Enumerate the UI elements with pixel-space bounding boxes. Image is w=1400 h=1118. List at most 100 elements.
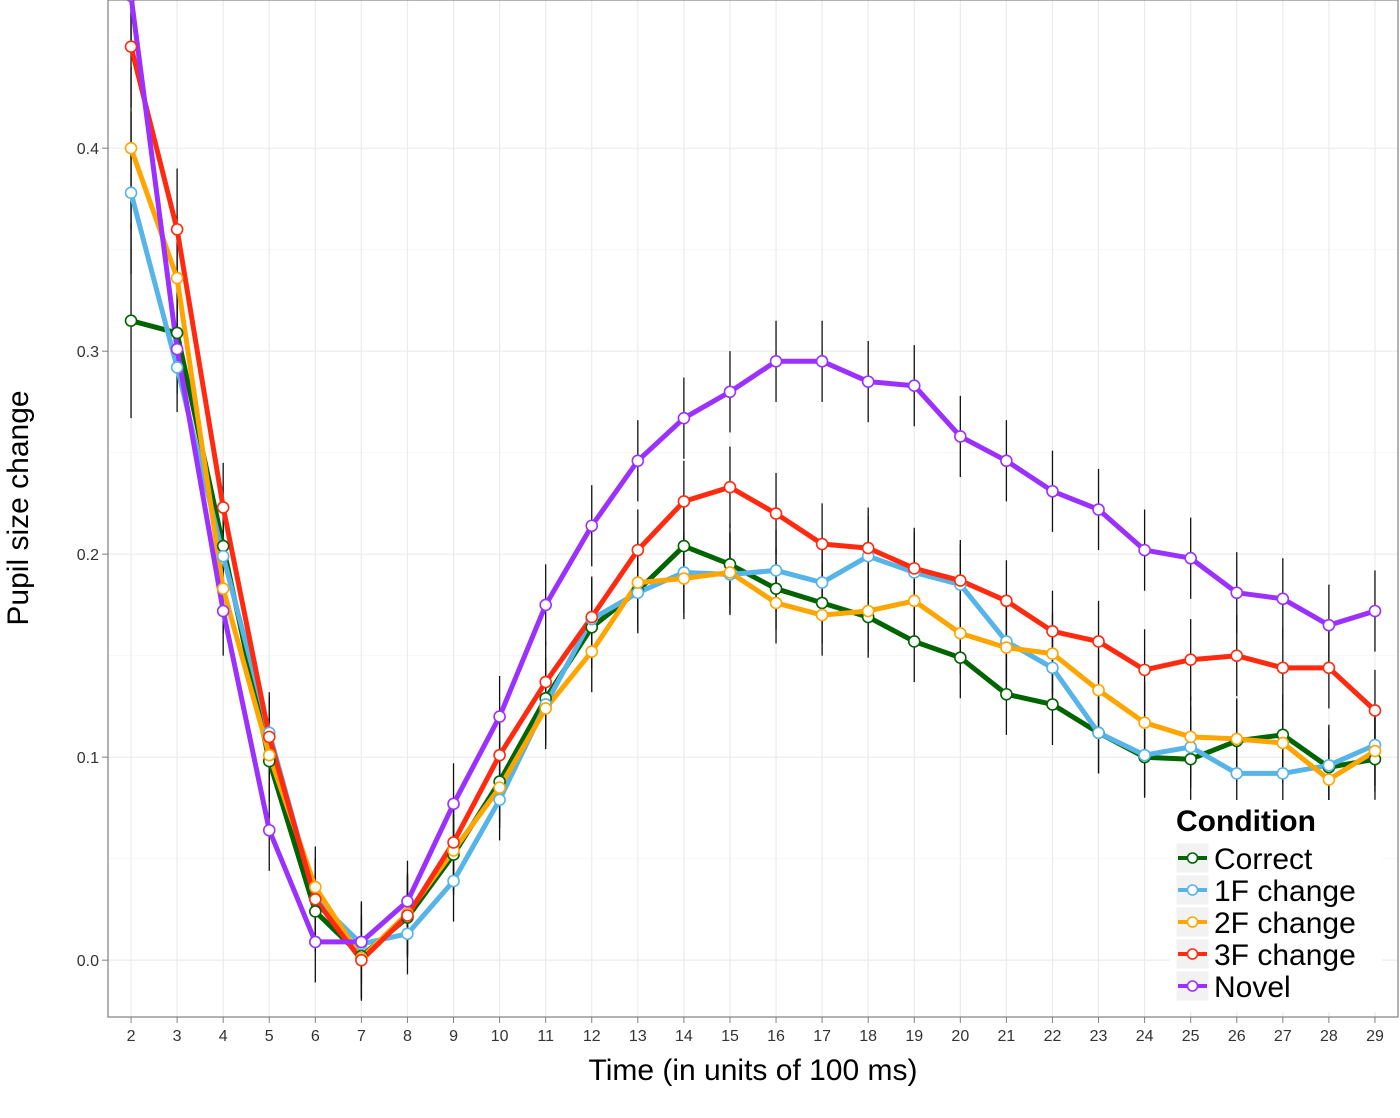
data-point xyxy=(216,604,230,618)
x-tick-label: 26 xyxy=(1228,1028,1246,1045)
series-line-2f-change xyxy=(128,145,1378,961)
data-point xyxy=(447,874,460,888)
y-tick-label: 0.0 xyxy=(77,953,99,970)
data-point xyxy=(769,355,783,368)
data-point xyxy=(815,596,829,610)
x-tick-label: 16 xyxy=(767,1028,785,1045)
data-point xyxy=(1230,586,1244,600)
x-tick-label: 11 xyxy=(537,1028,554,1045)
data-point xyxy=(723,480,737,494)
data-point xyxy=(1368,744,1382,758)
data-point xyxy=(539,675,552,689)
x-tick-label: 13 xyxy=(629,1028,647,1045)
x-tick-label: 29 xyxy=(1366,1028,1384,1045)
data-point xyxy=(262,730,276,744)
y-axis: 0.0 0.1 0.2 0.3 0.4 xyxy=(77,141,108,970)
data-point xyxy=(1000,454,1013,468)
data-point xyxy=(1368,604,1382,618)
data-point xyxy=(493,710,506,723)
data-point xyxy=(631,454,645,468)
data-point xyxy=(1046,698,1059,711)
data-point xyxy=(769,596,783,610)
x-tick-label: 19 xyxy=(905,1028,923,1045)
data-point xyxy=(907,562,921,575)
data-point xyxy=(861,604,875,618)
data-point xyxy=(401,909,414,922)
data-point xyxy=(769,564,783,577)
data-point xyxy=(447,797,460,811)
x-tick-label: 6 xyxy=(311,1028,320,1045)
x-tick-label: 4 xyxy=(219,1028,228,1045)
data-point xyxy=(493,781,506,794)
data-point xyxy=(493,748,506,762)
data-point xyxy=(1230,649,1244,662)
x-tick-label: 5 xyxy=(265,1028,274,1045)
data-point xyxy=(1138,663,1151,677)
data-point xyxy=(309,905,322,918)
data-point xyxy=(355,953,368,967)
data-point xyxy=(216,501,230,514)
data-point xyxy=(954,430,967,443)
data-point xyxy=(124,141,138,155)
data-point xyxy=(309,935,322,949)
y-tick-label: 0.2 xyxy=(77,547,99,564)
data-point xyxy=(170,361,184,374)
data-point xyxy=(815,608,829,622)
x-tick-label: 8 xyxy=(403,1028,412,1045)
data-point xyxy=(677,539,691,553)
data-point xyxy=(1092,503,1105,516)
x-tick-label: 18 xyxy=(859,1028,877,1045)
data-point xyxy=(861,375,875,388)
x-axis-title: Time (in units of 100 ms) xyxy=(589,1054,918,1087)
data-point xyxy=(1368,704,1382,717)
data-point xyxy=(216,582,230,595)
data-point xyxy=(585,645,599,658)
data-point xyxy=(585,519,599,533)
data-point xyxy=(1138,716,1151,729)
data-point xyxy=(1184,551,1197,565)
x-axis: 2 3 4 5 6 7 8 9 10 11 12 13 14 15 16 17 18 19 20 21 22 23 24 25… xyxy=(127,1017,1384,1045)
x-tick-label: 24 xyxy=(1136,1028,1154,1045)
x-tick-label: 28 xyxy=(1320,1028,1338,1045)
data-point xyxy=(677,495,691,508)
legend-label: 3F change xyxy=(1214,939,1356,972)
data-point xyxy=(1322,773,1336,786)
legend-key-point xyxy=(1186,852,1199,864)
series-lines xyxy=(128,0,1378,963)
legend-label: Correct xyxy=(1214,843,1313,876)
x-tick-label: 9 xyxy=(449,1028,458,1045)
data-point xyxy=(861,541,875,555)
data-point xyxy=(1184,730,1197,744)
x-tick-label: 20 xyxy=(951,1028,969,1045)
data-point xyxy=(493,793,506,807)
data-point xyxy=(170,271,184,285)
x-tick-label: 17 xyxy=(813,1028,831,1045)
x-tick-label: 3 xyxy=(173,1028,182,1045)
data-point xyxy=(262,823,276,837)
data-point xyxy=(401,894,414,908)
data-point xyxy=(1092,683,1105,697)
data-point xyxy=(1276,661,1290,675)
data-point xyxy=(262,748,276,762)
data-point xyxy=(1046,661,1059,675)
data-point xyxy=(309,880,322,894)
legend-key-point xyxy=(1186,884,1199,896)
data-point xyxy=(954,574,967,587)
data-point xyxy=(815,355,829,368)
data-point xyxy=(309,892,322,906)
x-tick-label: 7 xyxy=(357,1028,366,1045)
data-point xyxy=(815,537,829,551)
data-point xyxy=(170,326,184,340)
x-tick-label: 14 xyxy=(675,1028,693,1045)
data-point xyxy=(1276,767,1290,780)
data-point xyxy=(1276,736,1290,750)
data-point xyxy=(954,651,967,665)
data-point xyxy=(1138,748,1151,762)
data-point xyxy=(1092,726,1105,740)
legend-label: 2F change xyxy=(1214,907,1356,940)
data-point xyxy=(769,582,783,595)
data-point xyxy=(723,385,737,399)
